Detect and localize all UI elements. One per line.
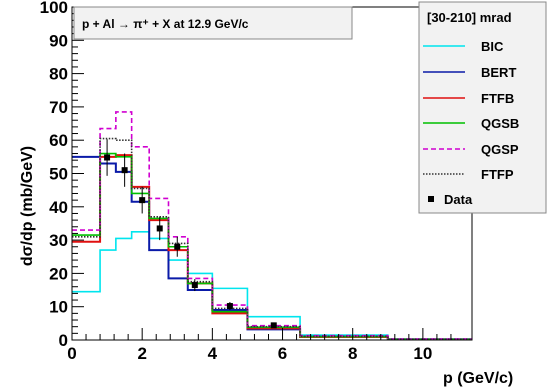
series-qgsp [72,111,472,340]
y-tick-label: 100 [40,0,68,17]
data-point [191,279,198,292]
x-tick-label: 2 [137,344,146,363]
legend-item-qgsb: QGSB [423,116,519,131]
legend-label: BERT [481,65,516,80]
data-point [121,153,128,187]
axes: 0 10 20 30 40 50 60 70 80 90 100 0 2 4 6 8 10 [40,0,452,363]
x-tick-label: 6 [278,344,287,363]
y-tick-label: 50 [49,165,68,184]
x-tick-label: 10 [413,344,432,363]
data-point [156,216,163,241]
legend-label: QGSB [481,116,519,131]
legend-swatch [428,196,434,202]
y-tick-label: 90 [49,31,68,50]
legend-header: [30-210] mrad [427,10,512,25]
legend-frame [418,1,547,214]
data-points-layer [104,139,277,329]
legend-item-qgsp: QGSP [423,142,519,157]
legend-items: BIC BERT FTFB QGSB QGSP FTFP Data [423,39,519,207]
x-tick-label: 8 [348,344,357,363]
y-tick-label: 0 [59,331,68,350]
legend-label: QGSP [481,142,519,157]
y-axis-label: dσ/dp (mb/GeV) [19,146,36,266]
legend-item-ftfp: FTFP [423,167,514,182]
x-tick-label: 0 [67,344,76,363]
y-tick-label: 40 [49,198,68,217]
title-box: p + Al → π⁺ + X at 12.9 GeV/c [73,6,353,40]
legend-item-bert: BERT [423,65,516,80]
plot-area [72,111,472,341]
data-point [270,322,277,329]
legend-label: Data [444,192,473,207]
y-tick-label: 60 [49,131,68,150]
y-tick-label: 70 [49,98,68,117]
y-tick-label: 20 [49,264,68,283]
legend-label: FTFB [481,91,514,106]
legend-item-bic: BIC [423,39,504,54]
legend-item-data: Data [428,192,473,207]
legend-label: BIC [481,39,504,54]
data-point [174,236,181,257]
y-tick-label: 80 [49,65,68,84]
legend-item-ftfb: FTFB [423,91,514,106]
y-tick-label: 10 [49,298,68,317]
legend: [30-210] mrad BIC BERT FTFB QGSB QGSP FTFP Dat… [418,1,547,214]
data-point [139,186,146,214]
series-ftfp [72,137,472,341]
title-box-frame [73,6,353,40]
y-tick-label: 30 [49,231,68,250]
data-point [226,302,233,311]
x-axis-label: p (GeV/c) [443,370,513,387]
x-tick-label: 4 [208,344,218,363]
legend-label: FTFP [481,167,514,182]
chart-title: p + Al → π⁺ + X at 12.9 GeV/c [82,17,249,31]
data-point [104,139,111,176]
